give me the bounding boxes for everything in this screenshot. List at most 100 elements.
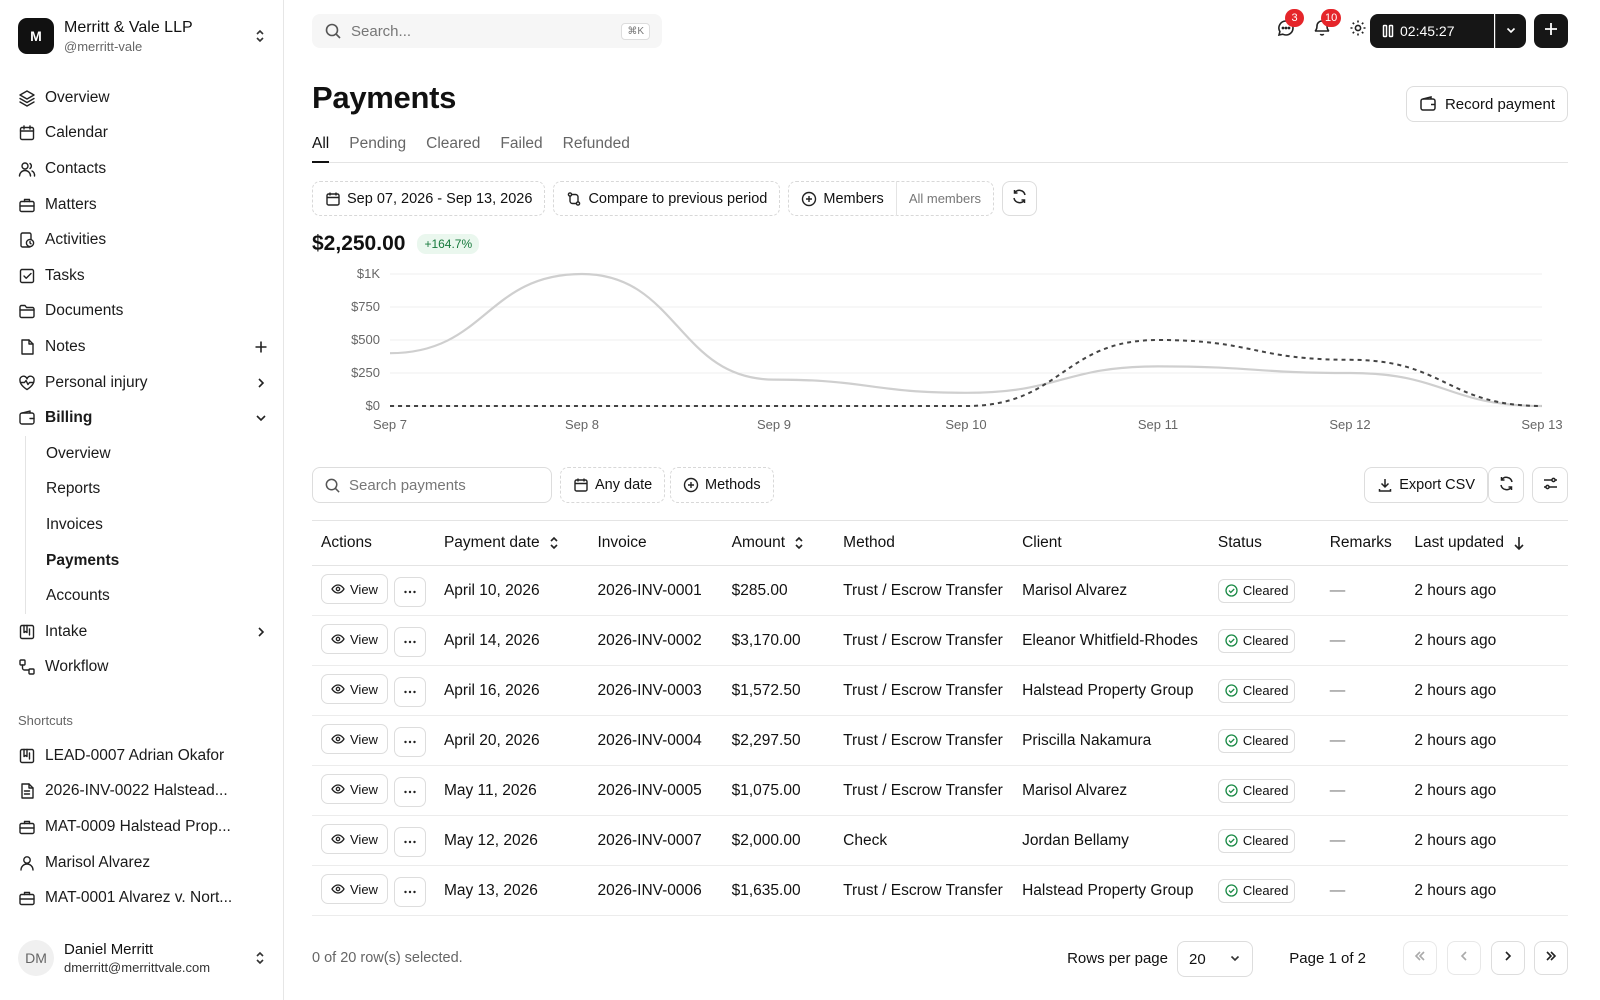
row-more-button[interactable] <box>393 726 426 757</box>
row-more-button[interactable] <box>393 826 426 857</box>
message-icon <box>1276 20 1296 42</box>
last-page-button[interactable] <box>1534 941 1568 975</box>
row-more-button[interactable] <box>393 776 426 807</box>
first-page-button[interactable] <box>1403 941 1437 975</box>
remarks-cell: — <box>1320 615 1406 666</box>
tab-cleared[interactable]: Cleared <box>426 135 481 152</box>
amount-cell: $3,170.00 <box>722 615 835 666</box>
sort-icon <box>548 535 560 551</box>
column-header-amount[interactable]: Amount <box>722 520 835 566</box>
shortcut-item[interactable]: Marisol Alvarez <box>18 845 268 881</box>
rows-per-page-select[interactable]: 20 <box>1177 941 1253 977</box>
row-more-button[interactable] <box>393 676 426 707</box>
billing-sub-item-reports[interactable]: Reports <box>46 472 268 508</box>
payments-search-input[interactable]: Search payments <box>312 467 552 503</box>
sidebar-item-intake[interactable]: Intake <box>18 614 268 650</box>
check-circle-icon <box>1225 584 1238 597</box>
settings-button[interactable] <box>1348 18 1368 38</box>
any-date-filter[interactable]: Any date <box>560 467 666 503</box>
notifications-button[interactable]: 10 <box>1312 9 1342 38</box>
methods-filter[interactable]: Methods <box>670 467 774 503</box>
time-tracker-button[interactable]: 02:45:27 <box>1370 14 1494 48</box>
invoice-cell: 2026-INV-0002 <box>588 615 723 666</box>
table-row[interactable]: View April 14, 2026 2026-INV-0002 $3,170.00… <box>312 615 1568 666</box>
messages-count-badge: 3 <box>1285 9 1304 27</box>
shortcut-item[interactable]: MAT-0009 Halstead Prop... <box>18 809 268 845</box>
sidebar-item-billing[interactable]: Billing <box>18 400 268 436</box>
sidebar-item-personal-injury[interactable]: Personal injury <box>18 365 268 401</box>
view-button[interactable]: View <box>321 624 388 655</box>
sidebar-item-overview[interactable]: Overview <box>18 80 268 116</box>
view-button[interactable]: View <box>321 574 388 605</box>
column-header-invoice: Invoice <box>588 520 723 566</box>
table-row[interactable]: View April 20, 2026 2026-INV-0004 $2,297.50… <box>312 715 1568 766</box>
sidebar-item-workflow[interactable]: Workflow <box>18 650 268 686</box>
sidebar-item-notes[interactable]: Notes <box>18 329 268 365</box>
column-header-client: Client <box>1013 520 1209 566</box>
date-range-filter[interactable]: Sep 07, 2026 - Sep 13, 2026 <box>312 181 546 216</box>
members-filter[interactable]: Members All members <box>788 181 995 216</box>
shortcut-item[interactable]: 2026-INV-0022 Halstead... <box>18 774 268 810</box>
shortcut-label: Marisol Alvarez <box>45 853 151 871</box>
table-row[interactable]: View April 10, 2026 2026-INV-0001 $285.00 Tr… <box>312 565 1568 616</box>
org-switcher[interactable]: M Merritt & Vale LLP @merritt-vale <box>18 16 268 56</box>
shortcut-item[interactable]: LEAD-0007 Adrian Okafor <box>18 738 268 774</box>
user-menu[interactable]: DM Daniel Merritt dmerritt@merrittvale.c… <box>18 940 268 976</box>
tab-all[interactable]: All <box>312 133 330 163</box>
view-button[interactable]: View <box>321 824 388 855</box>
previous-page-button[interactable] <box>1447 941 1481 975</box>
actions-cell: View <box>312 615 435 666</box>
row-more-button[interactable] <box>393 626 426 657</box>
view-button[interactable]: View <box>321 874 388 905</box>
sidebar-item-label: Overview <box>45 88 110 106</box>
sidebar-item-tasks[interactable]: Tasks <box>18 258 268 294</box>
shortcut-item[interactable]: MAT-0001 Alvarez v. Nort... <box>18 880 268 916</box>
timer-dropdown-button[interactable] <box>1495 14 1526 48</box>
view-button[interactable]: View <box>321 674 388 705</box>
download-icon <box>1377 477 1393 493</box>
org-logo: M <box>18 18 54 54</box>
column-header-payment-date[interactable]: Payment date <box>434 520 589 566</box>
sidebar-item-matters[interactable]: Matters <box>18 187 268 223</box>
row-more-button[interactable] <box>393 576 426 607</box>
sidebar-item-activities[interactable]: Activities <box>18 222 268 258</box>
sidebar-item-label: Intake <box>45 622 88 640</box>
column-settings-button[interactable] <box>1532 467 1568 503</box>
table-row[interactable]: View April 16, 2026 2026-INV-0003 $1,572.50… <box>312 665 1568 716</box>
payment-date-cell: May 11, 2026 <box>434 765 589 816</box>
table-row[interactable]: View May 13, 2026 2026-INV-0006 $1,635.00 Tr… <box>312 865 1568 916</box>
table-row[interactable]: View May 11, 2026 2026-INV-0005 $1,075.00 Tr… <box>312 765 1568 816</box>
billing-sub-item-overview[interactable]: Overview <box>46 436 268 472</box>
messages-button[interactable]: 3 <box>1276 9 1304 38</box>
record-payment-button[interactable]: Record payment <box>1405 86 1568 122</box>
tab-refunded[interactable]: Refunded <box>562 135 630 152</box>
sidebar-item-calendar[interactable]: Calendar <box>18 116 268 152</box>
status-cell: Cleared <box>1208 865 1321 916</box>
refresh-table-button[interactable] <box>1488 467 1524 503</box>
billing-sub-item-payments[interactable]: Payments <box>46 543 268 579</box>
payments-search-placeholder: Search payments <box>349 476 466 494</box>
column-header-last-updated[interactable]: Last updated <box>1405 520 1568 566</box>
timer-value: 02:45:27 <box>1400 23 1455 39</box>
export-csv-button[interactable]: Export CSV <box>1364 467 1488 503</box>
last-updated-cell: 2 hours ago <box>1405 615 1568 666</box>
next-page-button[interactable] <box>1491 941 1525 975</box>
view-button[interactable]: View <box>321 774 388 805</box>
sidebar-item-documents[interactable]: Documents <box>18 294 268 330</box>
global-search-input[interactable]: Search... ⌘K <box>312 14 662 48</box>
compare-period-filter[interactable]: Compare to previous period <box>553 181 781 216</box>
table-row[interactable]: View May 12, 2026 2026-INV-0007 $2,000.00 Ch… <box>312 815 1568 866</box>
sidebar-item-contacts[interactable]: Contacts <box>18 151 268 187</box>
quick-add-button[interactable] <box>1534 14 1568 48</box>
chevrons-right-icon <box>1544 949 1558 967</box>
tab-failed[interactable]: Failed <box>500 135 543 152</box>
chevron-down-icon <box>1229 951 1241 968</box>
tab-pending[interactable]: Pending <box>349 135 407 152</box>
more-horizontal-icon <box>403 890 417 894</box>
row-more-button[interactable] <box>393 876 426 907</box>
series-line-1 <box>389 272 1543 408</box>
view-button[interactable]: View <box>321 724 388 755</box>
billing-sub-item-invoices[interactable]: Invoices <box>46 507 268 543</box>
billing-sub-item-accounts[interactable]: Accounts <box>46 578 268 614</box>
refresh-chart-button[interactable] <box>1002 181 1038 216</box>
